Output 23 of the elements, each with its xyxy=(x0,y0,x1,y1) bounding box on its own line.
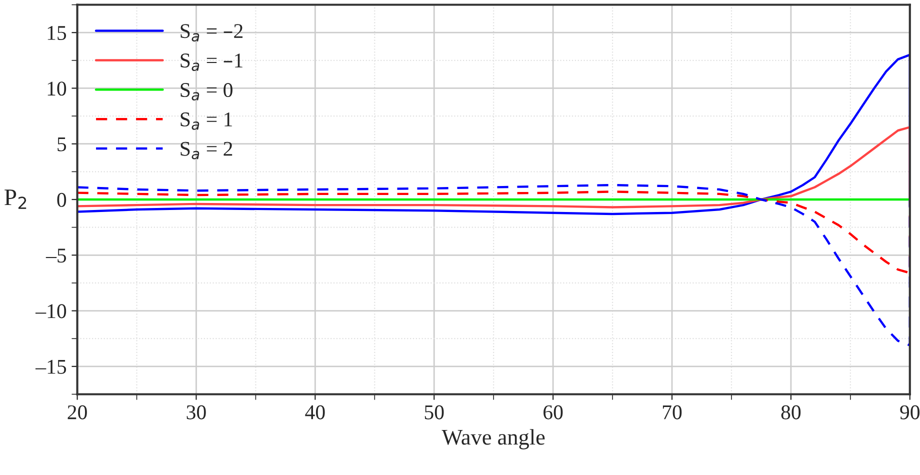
legend-label: S$_{a}$ = 1 xyxy=(180,112,232,130)
x-tick-label: 60 xyxy=(544,405,563,420)
y-tick-label: 0 xyxy=(57,192,66,207)
x-tick-label: 50 xyxy=(424,405,444,420)
line-series xyxy=(77,190,910,274)
x-tick-label: 90 xyxy=(900,405,920,420)
x-tick-label: 20 xyxy=(68,405,87,420)
legend-label: S$_{a}$ = –1 xyxy=(180,54,242,71)
y-tick-label: 10 xyxy=(48,82,66,96)
y-tick-label: –10 xyxy=(35,304,66,318)
x-axis-title: Wave angle xyxy=(442,429,545,450)
legend-label: S$_{a}$ = 2 xyxy=(180,142,232,160)
legend-label: S$_{a}$ = 0 xyxy=(180,83,232,100)
y-tick-label: –15 xyxy=(35,360,66,374)
x-tick-label: 80 xyxy=(781,405,801,420)
y-axis-title: P$_{2}$ xyxy=(4,190,26,209)
y-tick-label: 15 xyxy=(48,26,66,40)
x-tick-label: 70 xyxy=(662,405,682,420)
x-tick-label: 40 xyxy=(305,405,325,420)
legend-label: S$_{a}$ = –2 xyxy=(180,24,243,42)
y-tick-label: 5 xyxy=(58,137,66,152)
x-tick-label: 30 xyxy=(186,405,206,420)
y-tick-label: –5 xyxy=(46,248,66,263)
